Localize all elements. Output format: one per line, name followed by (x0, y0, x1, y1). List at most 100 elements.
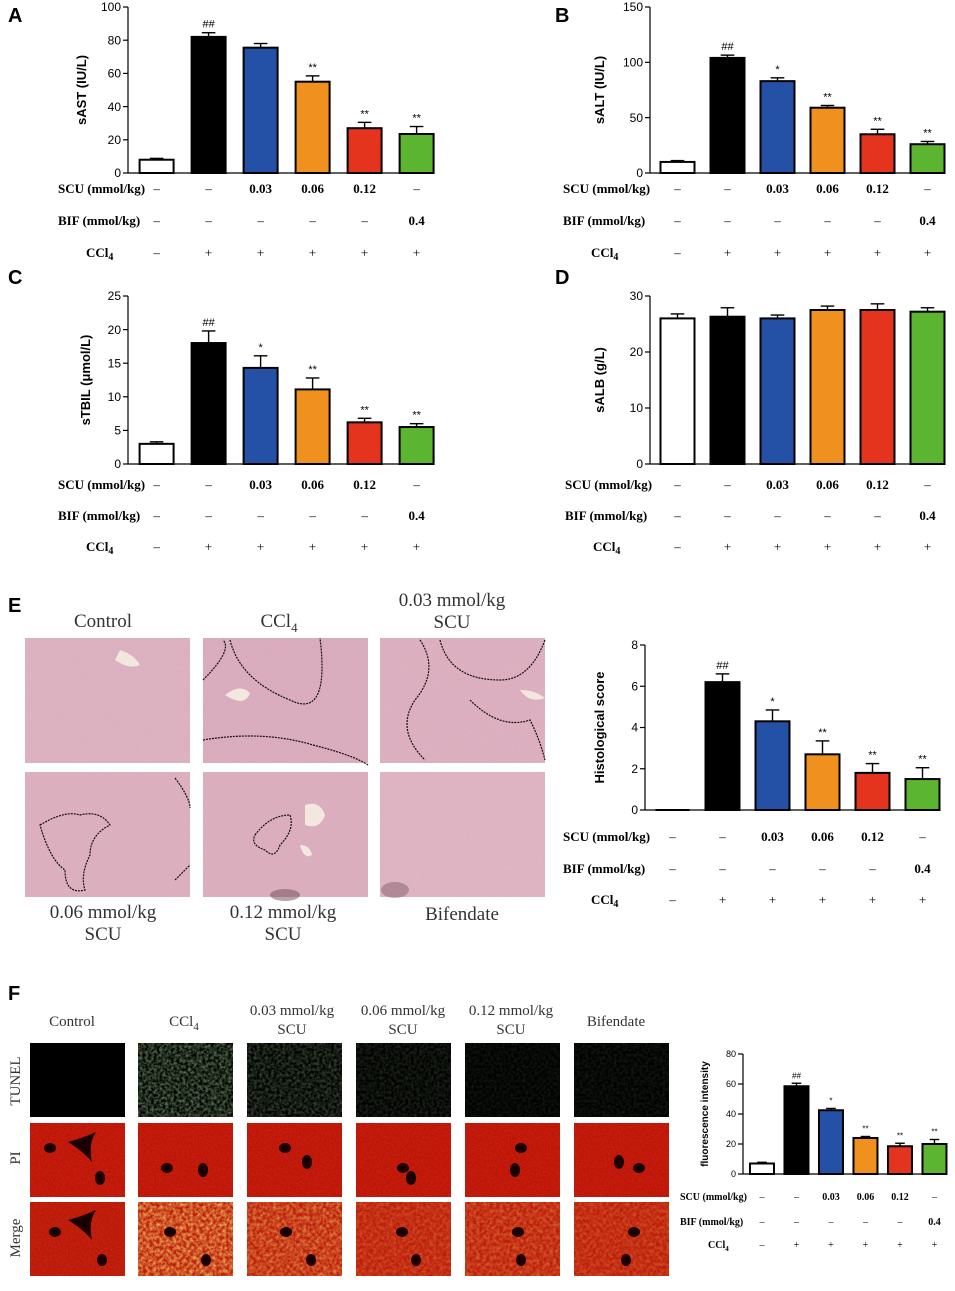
bar (346, 127, 383, 174)
photo-label-ccl4-sub: 4 (291, 620, 298, 635)
treatment-cell: + (919, 892, 926, 907)
y-tick-label: 60 (108, 67, 122, 81)
bar (809, 309, 846, 465)
significance-marker: ** (862, 1125, 868, 1134)
treatment-cell: – (360, 508, 368, 523)
treatment-cell: + (819, 892, 826, 907)
ccl4-row-label-main: CCl (591, 245, 614, 260)
treatment-cell: – (718, 861, 726, 876)
y-tick-label: 15 (108, 356, 122, 370)
treatment-cell: – (308, 213, 316, 228)
treatment-cell: – (718, 829, 726, 844)
treatment-cell: – (673, 245, 681, 260)
ccl4-row-label-main: CCl (591, 892, 614, 907)
significance-marker: ** (412, 113, 421, 125)
ccl4-row-label: CCl4 (591, 892, 618, 910)
pi-vessel (633, 1163, 645, 1173)
ccl4-row-label: CCl4 (708, 1240, 729, 1253)
merge-vessel (516, 1254, 526, 1266)
treatment-cell: + (724, 245, 731, 260)
y-tick-label: 20 (726, 1139, 736, 1149)
f-col-label-012: 0.12 mmol/kg (469, 1003, 554, 1019)
y-tick-label: 80 (108, 33, 122, 47)
bar (921, 1143, 948, 1175)
treatment-cell: – (152, 508, 160, 523)
treatment-cell: + (869, 892, 876, 907)
bif-row-label: BIF (mmol/kg) (563, 213, 645, 228)
significance-marker: ## (202, 317, 215, 329)
histology-image-scu-003 (380, 638, 546, 763)
treatment-cell: – (204, 181, 212, 196)
treatment-cell: + (413, 539, 420, 554)
pi-vessel (161, 1163, 173, 1173)
f-col-label-ccl4-main: CCl (169, 1014, 193, 1030)
histology-image-ccl4 (202, 637, 369, 766)
f-col-label-ccl4: CCl4 (169, 1014, 199, 1033)
y-axis-title: Histological score (592, 672, 607, 784)
treatment-cell: – (862, 1217, 869, 1228)
fluorescence-image-grid (30, 1043, 669, 1276)
significance-marker: ** (873, 115, 882, 127)
treatment-cell: – (204, 508, 212, 523)
treatment-cell: – (673, 181, 681, 196)
y-tick-label: 0 (636, 166, 643, 180)
bar (242, 46, 279, 174)
treatment-cell: + (897, 1240, 903, 1251)
treatment-cell: – (758, 1240, 765, 1251)
treatment-cell: 0.03 (766, 181, 789, 196)
treatment-cell: – (256, 508, 264, 523)
pi-vessel (279, 1143, 291, 1153)
merge-vessel (411, 1254, 421, 1266)
y-tick-label: 20 (108, 323, 122, 337)
merge-vessel (49, 1227, 61, 1237)
f-row-label-tunel: TUNEL (8, 1056, 24, 1105)
merge-vessel (512, 1227, 524, 1237)
bar (346, 421, 383, 465)
merge-vessel (306, 1254, 316, 1266)
significance-marker: ** (931, 1128, 937, 1137)
pi-vessel (406, 1171, 416, 1185)
bar (242, 366, 279, 465)
treatment-cell: 0.4 (919, 213, 936, 228)
treatment-cell: – (256, 213, 264, 228)
significance-marker: ** (360, 108, 369, 120)
merge-vessel (280, 1227, 292, 1237)
bar (852, 1137, 879, 1175)
y-axis-title: sTBIL (μmol/L) (78, 335, 93, 426)
treatment-cell: – (152, 245, 160, 260)
treatment-cell: + (769, 892, 776, 907)
pi-texture (138, 1123, 233, 1197)
ccl4-row-label-main: CCl (593, 539, 616, 554)
panel-f-photos: F Control CCl4 0.03 mmol/kg SCU 0.06 mmo… (8, 983, 669, 1276)
panel-e-photos: E Control CCl4 0.03 mmol/kg SCU (8, 590, 546, 945)
ccl4-row-label-sub: 4 (613, 252, 618, 263)
treatment-cell: – (152, 181, 160, 196)
scu-row-label: SCU (mmol/kg) (58, 181, 145, 196)
histology-image-bifendate (380, 772, 545, 898)
bif-row-label: BIF (mmol/kg) (680, 1217, 743, 1228)
treatment-cell: + (361, 539, 368, 554)
treatment-cell: – (873, 508, 881, 523)
treatment-cell: – (873, 213, 881, 228)
ccl4-row-label: CCl4 (593, 539, 620, 557)
y-tick-label: 0 (114, 166, 121, 180)
treatment-cell: 0.03 (822, 1192, 840, 1203)
scu-row-label: SCU (mmol/kg) (680, 1192, 747, 1203)
f-row-label-merge: Merge (8, 1218, 24, 1257)
treatment-cell: – (673, 508, 681, 523)
y-tick-label: 100 (101, 0, 121, 14)
bar (886, 1145, 913, 1175)
significance-marker: * (829, 1096, 832, 1105)
ccl4-row-label: CCl4 (86, 245, 113, 263)
y-tick-label: 10 (630, 401, 644, 415)
scu-row-label: SCU (mmol/kg) (58, 477, 145, 492)
treatment-cell: – (773, 508, 781, 523)
treatment-cell: + (924, 539, 931, 554)
y-tick-label: 2 (631, 762, 638, 776)
treatment-cell: 0.03 (761, 829, 784, 844)
y-tick-label: 5 (114, 424, 121, 438)
treatment-cell: + (828, 1240, 834, 1251)
y-axis-title: sALT (IU/L) (592, 56, 607, 124)
histology-image-scu-006 (25, 772, 191, 897)
f-col-label-ccl4-sub: 4 (193, 1021, 199, 1033)
